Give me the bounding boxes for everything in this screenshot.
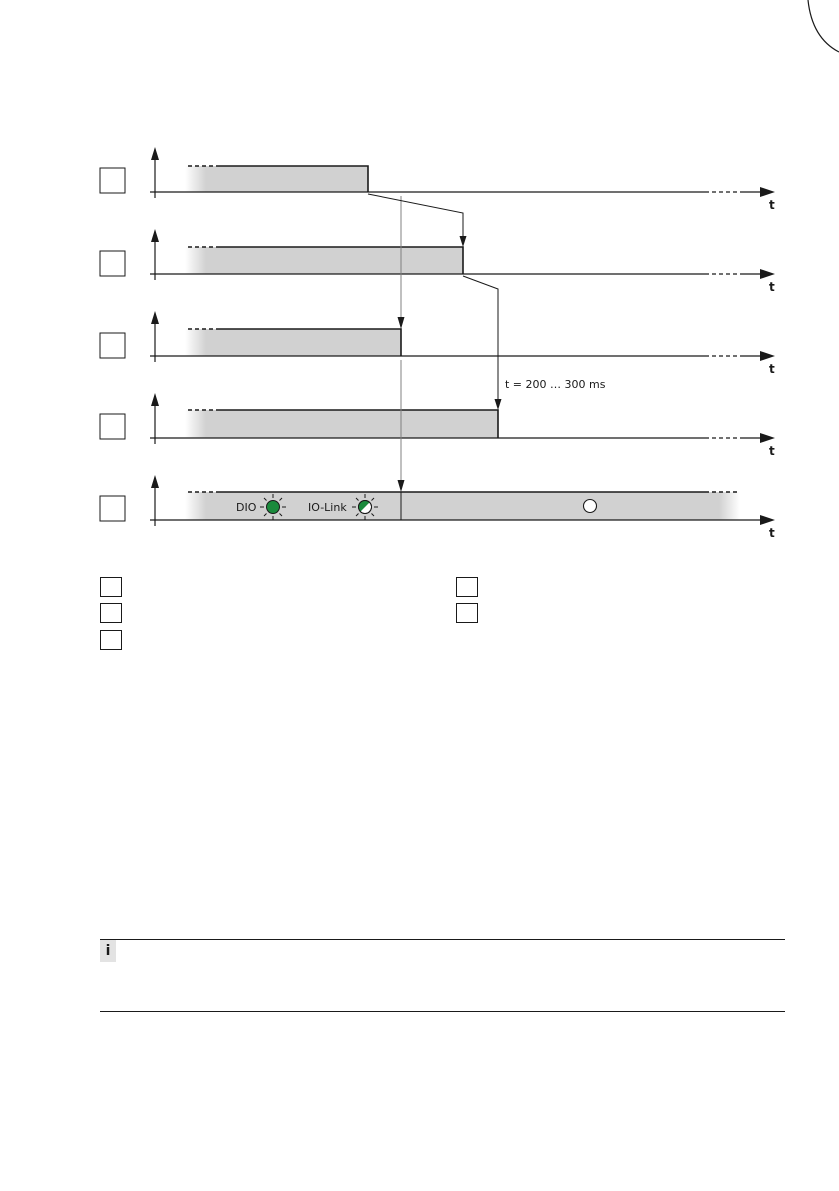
note-bottom-rule [100,1011,785,1012]
led-off-icon [582,498,598,514]
info-icon: i [100,940,116,962]
iolink-label: IO-Link [308,501,347,514]
row-2-time-label: t [769,280,775,294]
causal-arrows: t = 200 … 300 ms [367,193,606,492]
legend-key-5 [456,603,478,623]
row-4-index-box [99,413,126,440]
row-1-index-box [99,167,126,194]
signal-row-4: t [99,393,775,458]
row-4-time-label: t [769,444,775,458]
legend-key-3 [100,630,122,650]
row-1-signal-high [220,166,368,192]
row-1-time-label: t [769,198,775,212]
row-5-signal-high [220,492,705,520]
row-3-time-label: t [769,362,775,376]
dio-led-green-icon [260,494,286,520]
signal-row-2: t [99,229,775,294]
delay-annotation: t = 200 … 300 ms [505,378,606,391]
row-5-index-box [99,495,126,522]
signal-row-1: t [99,147,775,212]
row-2-index-box [99,250,126,277]
legend-key-2 [100,603,122,623]
row-3-signal-high [220,329,401,356]
legend-key-4 [456,577,478,597]
legend-key-1 [100,577,122,597]
row-5-time-label: t [769,526,775,540]
signal-row-5: t DIO IO-Link [99,475,775,540]
row-4-signal-high [220,410,498,438]
signal-row-3: t [99,311,775,376]
note-top-rule [100,939,785,940]
row-3-index-box [99,332,126,359]
row-2-signal-high [220,247,463,274]
timing-diagram: t t t [99,147,775,540]
iolink-led-half-icon [352,494,378,520]
dio-label: DIO [236,501,257,514]
